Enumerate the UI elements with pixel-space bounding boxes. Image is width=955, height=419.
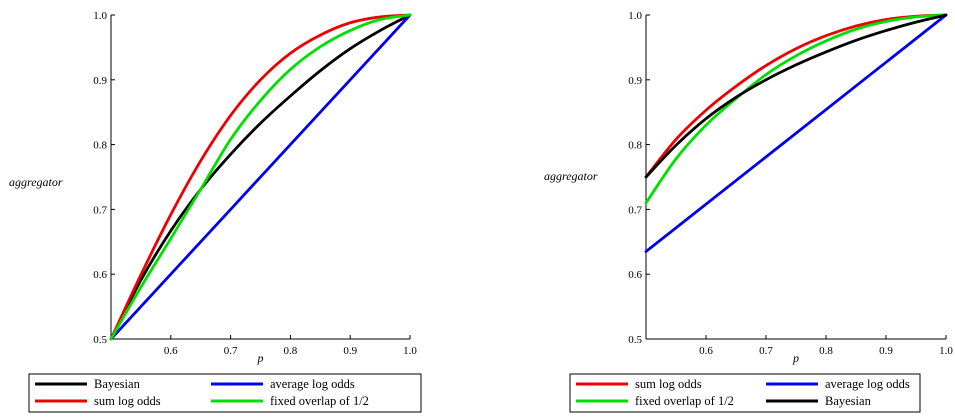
y-tick-label: 1.0 bbox=[628, 10, 642, 22]
series-line-sum-log-odds bbox=[644, 13, 948, 179]
legend-entry: fixed overlap of 1/2 bbox=[270, 394, 369, 408]
x-axis-label: p bbox=[257, 351, 264, 365]
series-line-fixed-overlap-of-1-2 bbox=[109, 13, 412, 341]
legend-entry: average log odds bbox=[270, 377, 355, 391]
legend-entry: Bayesian bbox=[825, 394, 872, 408]
x-tick-label: 0.6 bbox=[699, 345, 713, 357]
y-tick-label: 0.6 bbox=[93, 269, 107, 281]
y-tick-label: 1.0 bbox=[93, 10, 107, 22]
series-line-sum-log-odds bbox=[109, 13, 412, 341]
y-tick-label: 0.9 bbox=[628, 75, 642, 87]
y-tick-label: 0.6 bbox=[628, 269, 642, 281]
x-tick-label: 0.9 bbox=[879, 345, 893, 357]
series-line-bayesian bbox=[644, 13, 948, 179]
x-tick-label: 0.6 bbox=[164, 345, 178, 357]
legend-box bbox=[28, 373, 422, 413]
y-tick-label: 0.8 bbox=[628, 140, 642, 152]
chart-1: 0.5 0.6 0.7 0.8 0.9 1.0 0.6 0.7 0.8 0.9 1.0 aggrega… bbox=[9, 10, 422, 413]
legend-entry: fixed overlap of 1/2 bbox=[635, 394, 734, 408]
series-line-bayesian bbox=[109, 13, 412, 341]
x-axis-label: p bbox=[792, 351, 799, 365]
x-tick-label: 0.7 bbox=[759, 345, 773, 357]
x-tick-label: 0.8 bbox=[819, 345, 833, 357]
y-tick-label: 0.5 bbox=[628, 334, 642, 346]
y-tick-label: 0.9 bbox=[93, 75, 107, 87]
y-tick-label: 0.7 bbox=[93, 204, 107, 216]
x-tick-label: 1.0 bbox=[403, 345, 417, 357]
legend-entry: sum log odds bbox=[635, 377, 702, 391]
legend-entry: sum log odds bbox=[94, 394, 161, 408]
y-axis-label: aggregator bbox=[9, 175, 63, 189]
legend-box bbox=[569, 373, 921, 413]
x-tick-label: 1.0 bbox=[939, 345, 953, 357]
legend-entry: Bayesian bbox=[94, 377, 141, 391]
y-tick-label: 0.7 bbox=[628, 204, 642, 216]
y-axis-label: aggregator bbox=[544, 169, 598, 183]
y-tick-label: 0.8 bbox=[93, 140, 107, 152]
series-line-fixed-overlap-of-1-2 bbox=[644, 13, 948, 205]
x-tick-label: 0.7 bbox=[224, 345, 238, 357]
series-line-average-log-odds bbox=[644, 13, 948, 253]
legend-entry: average log odds bbox=[825, 377, 910, 391]
x-tick-label: 0.9 bbox=[343, 345, 357, 357]
y-tick-label: 0.5 bbox=[93, 334, 107, 346]
x-tick-label: 0.8 bbox=[284, 345, 298, 357]
series-line-average-log-odds bbox=[109, 13, 412, 341]
chart-2: 0.5 0.6 0.7 0.8 0.9 1.0 0.6 0.7 0.8 0.9 1.0 aggrega… bbox=[544, 10, 953, 413]
